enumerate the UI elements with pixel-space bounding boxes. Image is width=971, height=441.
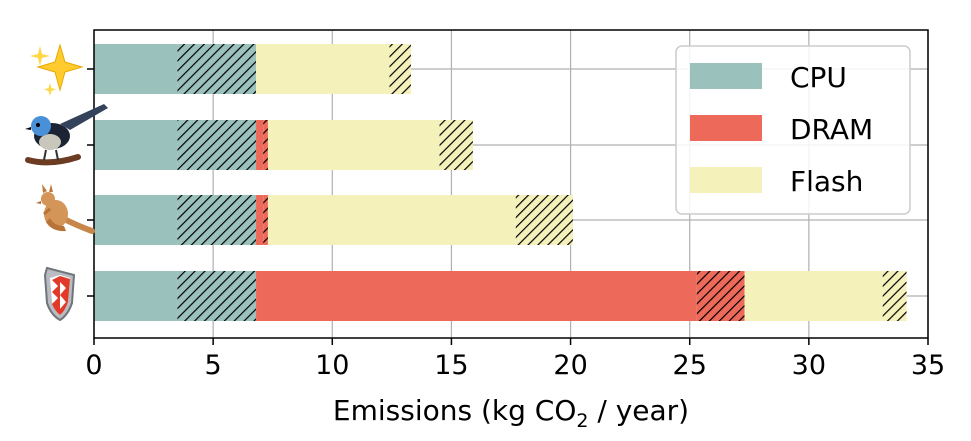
bar-flash-shield-hatch — [882, 271, 907, 321]
bar-flash-kangaroo-hatch — [515, 195, 573, 245]
bar-flash-shield — [744, 271, 883, 321]
bars — [94, 44, 907, 321]
bar-flash-kangaroo — [267, 195, 516, 245]
y-axis — [87, 68, 94, 297]
x-tick-label-7: 35 — [911, 350, 945, 381]
bar-dram-bird — [256, 120, 264, 170]
x-tick-label-2: 10 — [315, 350, 349, 381]
x-axis: 0 5 10 15 20 25 30 35 — [85, 338, 945, 381]
sparkles-icon — [30, 43, 84, 96]
bar-cpu-bird — [94, 120, 178, 170]
kangaroo-icon — [36, 184, 95, 234]
x-tick-label-5: 25 — [673, 350, 707, 381]
bar-dram-shield-hatch — [696, 271, 745, 321]
plot-frame — [93, 29, 929, 339]
bar-flash-bird — [267, 120, 440, 170]
legend-label-dram: DRAM — [790, 113, 873, 146]
bar-flash-sparkles-hatch — [389, 44, 411, 94]
legend-swatch-cpu — [690, 63, 762, 89]
legend-label-cpu: CPU — [790, 61, 847, 94]
x-tick-label-0: 0 — [85, 350, 102, 381]
bar-cpu-kangaroo-hatch — [177, 195, 257, 245]
fairy-wren-icon — [25, 104, 108, 166]
bar-flash-bird-hatch — [439, 120, 473, 170]
x-tick-label-6: 30 — [792, 350, 826, 381]
x-axis-label-subscript: 2 — [576, 410, 588, 432]
bar-dram-kangaroo — [256, 195, 264, 245]
x-axis-label-unit: / year) — [588, 394, 689, 427]
bar-cpu-sparkles — [94, 44, 178, 94]
x-axis-label-main: Emissions (kg CO — [333, 394, 576, 427]
bar-cpu-shield — [94, 271, 178, 321]
bar-flash-sparkles — [256, 44, 390, 94]
bar-dram-kangaroo-hatch — [263, 195, 268, 245]
legend-swatch-flash — [690, 167, 762, 193]
legend: CPU DRAM Flash — [675, 45, 911, 215]
legend-label-flash: Flash — [790, 165, 863, 198]
bar-dram-shield — [256, 271, 697, 321]
x-tick-label-3: 15 — [434, 350, 468, 381]
bar-cpu-bird-hatch — [177, 120, 257, 170]
x-axis-label: Emissions (kg CO2 / year) — [333, 394, 689, 432]
bar-dram-bird-hatch — [263, 120, 268, 170]
shield-icon — [43, 266, 76, 322]
bar-cpu-sparkles-hatch — [177, 44, 257, 94]
bar-cpu-kangaroo — [94, 195, 178, 245]
x-tick-label-4: 20 — [553, 350, 587, 381]
legend-swatch-dram — [690, 115, 762, 141]
x-tick-label-1: 5 — [205, 350, 222, 381]
bar-cpu-shield-hatch — [177, 271, 257, 321]
